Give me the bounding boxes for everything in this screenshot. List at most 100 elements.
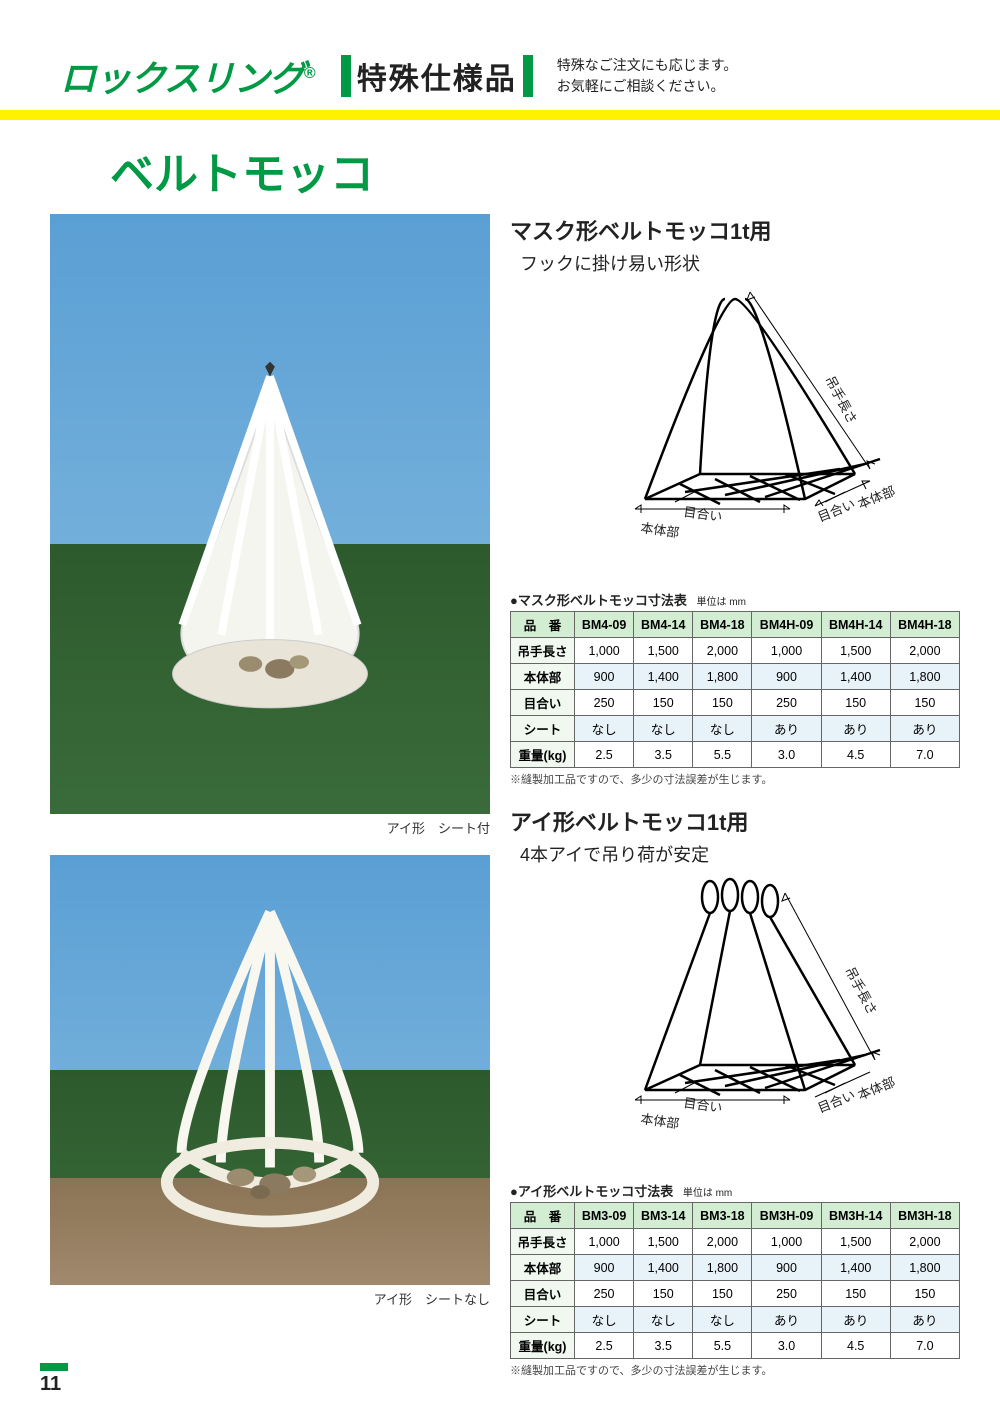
badge-block: 特殊仕様品	[335, 54, 539, 98]
dim-meai-l2: 目合い	[683, 1095, 724, 1115]
col-header-model: BM4H-14	[821, 612, 890, 638]
product-block-mask: マスク形ベルトモッコ1t用 フックに掛け易い形状	[510, 214, 960, 787]
spec-cell: 4.5	[821, 1333, 890, 1359]
spec-cell: 1,400	[634, 664, 693, 690]
page-header: ロックスリング® 特殊仕様品 特殊なご注文にも応じます。 お気軽にご相談ください…	[0, 0, 1000, 110]
col-header-model: BM3-18	[693, 1203, 752, 1229]
spec-cell: 3.5	[634, 1333, 693, 1359]
row-header: 本体部	[511, 1255, 575, 1281]
tagline: 特殊なご注文にも応じます。 お気軽にご相談ください。	[557, 55, 738, 97]
spec-table-mask: 品 番BM4-09BM4-14BM4-18BM4H-09BM4H-14BM4H-…	[510, 611, 960, 768]
photo-caption-2: アイ形 シートなし	[50, 1289, 490, 1308]
spec-cell: 150	[821, 1281, 890, 1307]
spec-cell: 900	[752, 664, 821, 690]
spec-cell: なし	[575, 1307, 634, 1333]
spec-cell: 150	[634, 1281, 693, 1307]
spec-cell: あり	[821, 1307, 890, 1333]
spec-cell: 1,500	[821, 1229, 890, 1255]
spec-cell: 2,000	[693, 638, 752, 664]
section-title: ベルトモッコ	[110, 138, 1000, 202]
spec-cell: 150	[821, 690, 890, 716]
spec-cell: なし	[634, 1307, 693, 1333]
diagram-mask: 吊手長さ 本体部 目合い 目合い 本体部	[525, 284, 945, 584]
spec-cell: 2,000	[693, 1229, 752, 1255]
spec-cell: 1,800	[890, 1255, 959, 1281]
product-block-eye: アイ形ベルトモッコ1t用 4本アイで吊り荷が安定	[510, 805, 960, 1378]
spec-cell: 250	[752, 1281, 821, 1307]
spec-cell: 900	[575, 1255, 634, 1281]
row-header: 重量(kg)	[511, 1333, 575, 1359]
spec-cell: 250	[752, 690, 821, 716]
dim-meai-r: 目合い	[816, 496, 858, 525]
row-header: 目合い	[511, 1281, 575, 1307]
diagram-eye: 吊手長さ 本体部 目合い 目合い 本体部	[525, 875, 945, 1175]
dim-hontai-l2: 本体部	[640, 1111, 681, 1131]
dim-meai-l: 目合い	[683, 504, 724, 524]
spec-cell: 1,800	[693, 664, 752, 690]
spec-cell: 1,400	[821, 1255, 890, 1281]
row-header: 吊手長さ	[511, 1229, 575, 1255]
spec-cell: 150	[693, 1281, 752, 1307]
col-header-model: BM4-18	[693, 612, 752, 638]
spec-cell: 900	[575, 664, 634, 690]
product-subtitle-2: 4本アイで吊り荷が安定	[520, 841, 960, 867]
product-title-2: アイ形ベルトモッコ1t用	[510, 805, 960, 837]
spec-cell: あり	[821, 716, 890, 742]
table-note-2: ※縫製加工品ですので、多少の寸法誤差が生じます。	[510, 1362, 960, 1378]
spec-cell: 1,000	[752, 638, 821, 664]
product-subtitle-1: フックに掛け易い形状	[520, 250, 960, 276]
spec-cell: 5.5	[693, 1333, 752, 1359]
spec-cell: あり	[890, 716, 959, 742]
dim-hontai-l: 本体部	[640, 520, 681, 540]
col-header-model: BM4H-18	[890, 612, 959, 638]
brand-logo: ロックスリング®	[60, 50, 315, 102]
spec-cell: 250	[575, 690, 634, 716]
spec-cell: 1,800	[693, 1255, 752, 1281]
table-title-text-1: ●マスク形ベルトモッコ寸法表	[510, 593, 687, 608]
col-header-model: BM3H-18	[890, 1203, 959, 1229]
col-header-model: BM3H-14	[821, 1203, 890, 1229]
photo-caption-1: アイ形 シート付	[50, 818, 490, 837]
right-column: マスク形ベルトモッコ1t用 フックに掛け易い形状	[510, 214, 960, 1386]
col-header-label: 品 番	[511, 612, 575, 638]
row-header: 目合い	[511, 690, 575, 716]
spec-cell: 1,500	[634, 1229, 693, 1255]
main-content: アイ形 シート付 アイ形 シートなし	[0, 214, 1000, 1386]
spec-cell: 150	[890, 690, 959, 716]
col-header-model: BM3H-09	[752, 1203, 821, 1229]
product-photo-1	[50, 214, 490, 814]
spec-cell: 2,000	[890, 638, 959, 664]
spec-cell: あり	[752, 716, 821, 742]
logo-text: ロックスリング	[60, 58, 304, 99]
spec-cell: 2.5	[575, 1333, 634, 1359]
dim-hontai-r: 本体部	[856, 483, 898, 512]
spec-cell: 1,800	[890, 664, 959, 690]
spec-cell: 5.5	[693, 742, 752, 768]
spec-cell: あり	[890, 1307, 959, 1333]
accent-bar-right	[523, 55, 533, 97]
spec-cell: 2,000	[890, 1229, 959, 1255]
spec-cell: 900	[752, 1255, 821, 1281]
spec-cell: 1,500	[634, 638, 693, 664]
table-title-text-2: ●アイ形ベルトモッコ寸法表	[510, 1184, 673, 1199]
badge-text: 特殊仕様品	[357, 54, 517, 98]
photo-wrapper-2: アイ形 シートなし	[50, 855, 490, 1308]
spec-cell: なし	[575, 716, 634, 742]
row-header: シート	[511, 1307, 575, 1333]
spec-cell: 7.0	[890, 742, 959, 768]
spec-cell: 3.0	[752, 742, 821, 768]
registered-mark: ®	[304, 65, 315, 82]
row-header: シート	[511, 716, 575, 742]
page-number: 11	[40, 1363, 68, 1396]
col-header-label: 品 番	[511, 1203, 575, 1229]
tagline-line-1: 特殊なご注文にも応じます。	[557, 55, 738, 76]
col-header-model: BM4H-09	[752, 612, 821, 638]
spec-cell: なし	[634, 716, 693, 742]
dim-meai-r2: 目合い	[816, 1087, 858, 1116]
tagline-line-2: お気軽にご相談ください。	[557, 76, 738, 97]
spec-cell: 3.0	[752, 1333, 821, 1359]
spec-cell: 1,400	[634, 1255, 693, 1281]
table-note-1: ※縫製加工品ですので、多少の寸法誤差が生じます。	[510, 771, 960, 787]
photo-wrapper-1: アイ形 シート付	[50, 214, 490, 837]
accent-bar-left	[341, 55, 351, 97]
